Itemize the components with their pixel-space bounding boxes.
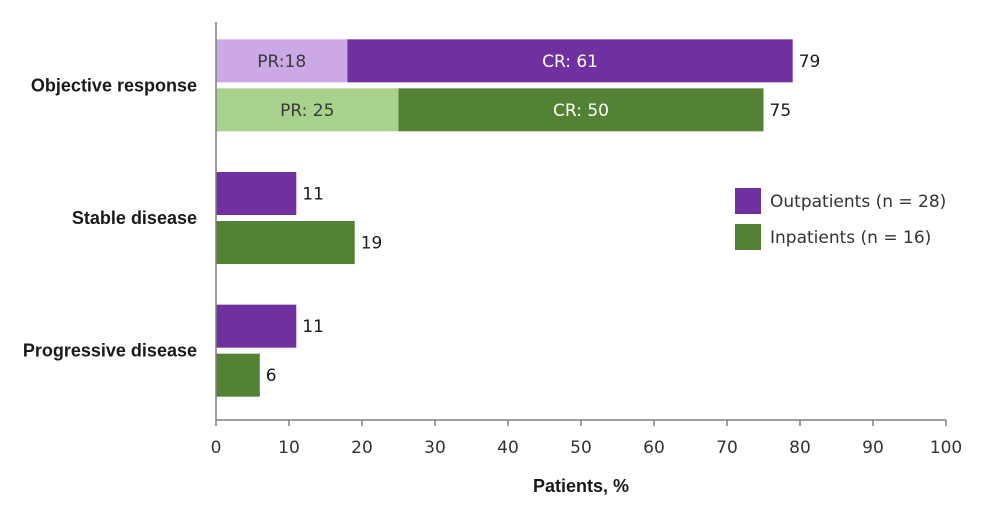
legend-label-inpatients: Inpatients (n = 16) xyxy=(770,228,931,248)
x-tick-label: 100 xyxy=(930,438,962,458)
segment-label: CR: 50 xyxy=(553,101,609,121)
category-label-progressive-disease: Progressive disease xyxy=(23,341,197,361)
bar-outpatients-progressive-disease-segment-0 xyxy=(216,304,297,348)
value-label: 11 xyxy=(302,317,324,337)
legend: Outpatients (n = 28) Inpatients (n = 16) xyxy=(735,188,946,250)
x-tick-label: 20 xyxy=(351,438,373,458)
segment-label: PR:18 xyxy=(257,52,306,72)
value-label: 79 xyxy=(799,52,821,72)
value-label: 6 xyxy=(266,366,277,386)
x-tick-label: 70 xyxy=(716,438,738,458)
x-tick-label: 0 xyxy=(211,438,222,458)
x-tick-label: 10 xyxy=(278,438,300,458)
legend-swatch-outpatients xyxy=(735,188,761,214)
segment-label: PR: 25 xyxy=(280,101,334,121)
x-tick-label: 40 xyxy=(497,438,519,458)
ticks-layer: 0 10 20 30 40 50 60 70 80 90 100 xyxy=(211,420,962,458)
bar-inpatients-objective-response-segment-1 xyxy=(398,88,764,132)
value-label: 75 xyxy=(770,101,792,121)
x-tick-label: 80 xyxy=(789,438,811,458)
x-tick-label: 30 xyxy=(424,438,446,458)
x-tick-label: 60 xyxy=(643,438,665,458)
x-tick-label: 90 xyxy=(862,438,884,458)
bars-layer: PR:18 CR: 61 79 PR: 25 CR: 50 75 11 19 11 6 xyxy=(216,39,821,397)
value-label: 11 xyxy=(302,185,324,205)
category-label-stable-disease: Stable disease xyxy=(72,208,197,228)
segment-label: CR: 61 xyxy=(542,52,598,72)
x-axis-title: Patients, % xyxy=(533,476,629,496)
bar-inpatients-stable-disease-segment-0 xyxy=(216,221,355,264)
bar-inpatients-progressive-disease-segment-0 xyxy=(216,353,260,397)
value-label: 19 xyxy=(361,234,383,254)
x-tick-label: 50 xyxy=(570,438,592,458)
bar-outpatients-objective-response-segment-1 xyxy=(347,39,793,83)
bar-inpatients-objective-response-segment-0 xyxy=(216,88,399,132)
bar-outpatients-objective-response-segment-0 xyxy=(216,39,348,83)
category-label-objective-response: Objective response xyxy=(31,75,197,95)
category-labels: Objective response Stable disease Progress… xyxy=(23,75,197,360)
legend-swatch-inpatients xyxy=(735,224,761,250)
legend-label-outpatients: Outpatients (n = 28) xyxy=(770,192,946,212)
bar-outpatients-stable-disease-segment-0 xyxy=(216,172,297,215)
